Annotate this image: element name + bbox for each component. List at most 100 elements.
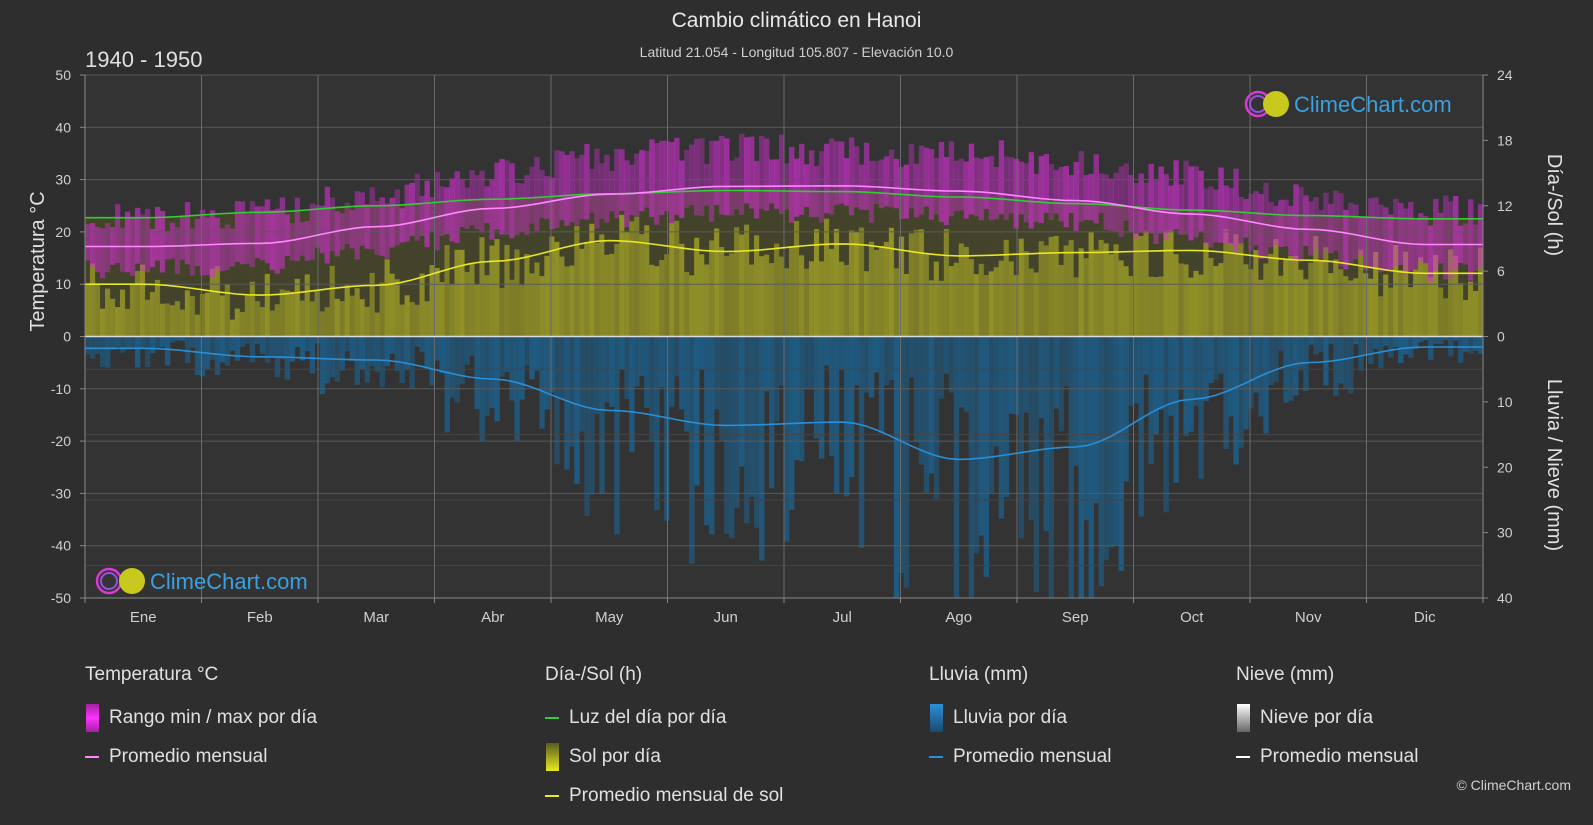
rain-bar	[888, 336, 895, 381]
rain-bar	[404, 336, 410, 371]
sun-bar	[938, 280, 945, 337]
daylight-bar	[379, 205, 385, 337]
month-tick-label: Sep	[1062, 609, 1089, 626]
sun-bar	[1403, 251, 1409, 337]
month-tick-label: Nov	[1295, 609, 1322, 626]
daylight-bar	[983, 197, 990, 337]
rain-bar	[1013, 336, 1020, 415]
daylight-bar	[689, 191, 695, 337]
temp-range-bar	[184, 201, 191, 265]
temp-range-bar	[659, 140, 665, 216]
temp-range-bar	[1263, 182, 1269, 257]
rain-bar	[599, 336, 605, 494]
temp-range-bar	[903, 164, 910, 219]
temp-range-bar	[913, 163, 920, 218]
sun-bar	[1068, 240, 1074, 337]
rain-bar	[749, 336, 755, 497]
y-right-hours-tick-label: 6	[1497, 263, 1505, 279]
daylight-bar	[1148, 208, 1154, 337]
rain-bar	[1383, 336, 1389, 346]
temp-range-bar	[149, 229, 156, 268]
sun-bar	[304, 274, 311, 337]
temp-range-bar	[1373, 197, 1379, 270]
temp-range-bar	[1093, 154, 1099, 224]
temp-range-bar	[739, 133, 745, 215]
temp-range-bar	[579, 154, 585, 220]
sun-bar	[99, 308, 106, 337]
temp-range-bar	[544, 176, 550, 220]
legend-snow-avg-label: Promedio mensual	[1260, 745, 1419, 767]
rain-bar	[409, 336, 415, 389]
temp-range-bar	[1318, 209, 1324, 259]
sun-bar	[224, 284, 231, 337]
rain-bar	[1058, 336, 1064, 432]
temp-range-bar	[744, 137, 750, 204]
rain-bar	[449, 336, 455, 398]
daylight-bar	[649, 192, 655, 337]
temp-range-bar	[244, 213, 251, 264]
sun-bar	[104, 288, 111, 337]
sun-bar	[1053, 235, 1060, 337]
temp-range-bar	[119, 227, 126, 272]
legend-snow-title: Nieve (mm)	[1236, 664, 1335, 685]
temp-range-bar	[1433, 198, 1439, 271]
sun-bar	[199, 294, 206, 337]
rain-bar	[244, 336, 251, 344]
temp-range-bar	[953, 160, 960, 212]
rain-bar	[554, 336, 560, 465]
legend-temp-avg: Promedio mensual	[85, 737, 317, 776]
rain-bar	[998, 336, 1005, 519]
rain-bar	[699, 336, 705, 370]
rain-bar	[1153, 336, 1159, 435]
sun-bar	[1338, 269, 1344, 337]
rain-bar	[1088, 336, 1094, 598]
sun-bar	[634, 216, 640, 337]
temp-range-bar	[1253, 191, 1259, 246]
temp-range-bar	[1098, 173, 1104, 213]
daylight-bar	[928, 196, 935, 337]
sun-bar	[1078, 248, 1084, 337]
month-tick-label: Jun	[714, 609, 738, 626]
daylight-bar	[339, 207, 346, 337]
daylight-bar	[938, 196, 945, 337]
temp-range-bar	[324, 186, 331, 264]
sun-bar	[908, 233, 915, 337]
legend-rain: Lluvia (mm) Lluvia por día Promedio mens…	[929, 664, 1111, 776]
rain-bar	[394, 336, 400, 372]
temp-range-bar	[1083, 175, 1089, 220]
temp-range-bar	[1013, 158, 1020, 229]
sun-bar	[1098, 239, 1104, 337]
temp-range-bar	[1268, 201, 1274, 248]
sun-bar	[219, 295, 226, 337]
temp-range-bar	[509, 163, 515, 239]
rain-bar	[784, 336, 790, 542]
temp-range-bar	[1448, 201, 1454, 280]
temp-range-bar	[1468, 199, 1474, 281]
y-right-mm-tick-label: 40	[1497, 590, 1513, 606]
sun-bar	[1048, 236, 1055, 337]
month-tick-label: Dic	[1414, 609, 1436, 626]
daylight-bar	[124, 217, 131, 337]
logo-sun-icon	[1263, 91, 1289, 117]
rain-bar	[1133, 336, 1139, 404]
sun-bar	[744, 224, 750, 337]
daylight-bar	[94, 217, 101, 337]
temp-range-bar	[853, 146, 860, 208]
sun-bar	[918, 229, 925, 337]
temp-range-bar	[314, 205, 321, 248]
sun-bar	[958, 243, 965, 337]
rain-bar	[519, 336, 525, 400]
sun-bar	[1213, 266, 1219, 337]
rain-bar	[184, 336, 191, 364]
temp-range-swatch-icon	[86, 703, 99, 732]
rain-bar	[124, 336, 131, 350]
rain-bar	[813, 336, 820, 439]
sun-bar	[399, 304, 405, 337]
rain-bar	[114, 336, 121, 347]
temp-range-bar	[883, 156, 890, 207]
rain-bar	[634, 336, 640, 387]
sun-bar	[793, 220, 800, 337]
rain-bar	[424, 336, 430, 369]
sun-bar	[144, 299, 151, 337]
rain-bar	[689, 336, 695, 564]
